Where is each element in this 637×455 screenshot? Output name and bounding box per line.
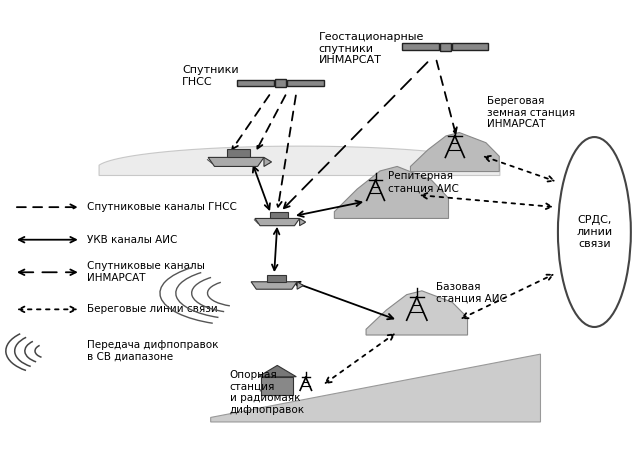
Polygon shape [261,377,293,395]
Text: Геостационарные
спутники
ИНМАРСАТ: Геостационарные спутники ИНМАРСАТ [318,32,424,66]
Ellipse shape [558,137,631,327]
Bar [238,80,274,86]
Polygon shape [211,354,540,422]
Text: Базовая
станция АИС: Базовая станция АИС [436,282,506,304]
Bar [287,80,324,86]
Bar [402,43,439,50]
Polygon shape [270,212,289,218]
Text: УКВ каналы АИС: УКВ каналы АИС [87,235,177,245]
Text: Опорная
станция
и радиомаяк
дифпоправок: Опорная станция и радиомаяк дифпоправок [230,370,305,415]
Polygon shape [297,282,303,289]
Polygon shape [267,275,285,282]
Text: Береговая
земная станция
ИНМАРСАТ: Береговая земная станция ИНМАРСАТ [487,96,575,129]
Text: Береговые линии связи: Береговые линии связи [87,304,218,314]
Text: Спутники
ГНСС: Спутники ГНСС [182,65,239,87]
Text: Спутниковые каналы ГНСС: Спутниковые каналы ГНСС [87,202,237,212]
Polygon shape [264,157,271,167]
Polygon shape [255,218,299,226]
Text: Спутниковые каналы
ИНМАРСАТ: Спутниковые каналы ИНМАРСАТ [87,262,205,283]
Text: Репитерная
станция АИС: Репитерная станция АИС [389,172,459,193]
FancyBboxPatch shape [275,79,286,87]
Polygon shape [299,218,306,226]
Polygon shape [227,149,250,157]
Polygon shape [366,291,468,335]
FancyBboxPatch shape [440,43,451,51]
Polygon shape [258,365,296,377]
Polygon shape [208,157,264,167]
Polygon shape [410,132,499,172]
Polygon shape [99,146,500,176]
Bar [452,43,489,50]
Polygon shape [334,167,448,218]
Polygon shape [251,282,297,289]
Text: СРДС,
линии
связи: СРДС, линии связи [576,215,612,248]
Text: Передача дифпоправок
в СВ диапазоне: Передача дифпоправок в СВ диапазоне [87,340,218,362]
